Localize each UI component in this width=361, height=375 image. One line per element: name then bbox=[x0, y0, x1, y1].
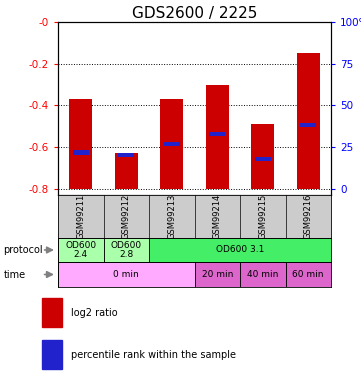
Bar bbox=[104, 238, 149, 262]
Text: GSM99215: GSM99215 bbox=[258, 194, 267, 239]
Bar bbox=[195, 262, 240, 287]
Text: OD600 3.1: OD600 3.1 bbox=[216, 246, 264, 255]
Text: GSM99216: GSM99216 bbox=[304, 194, 313, 239]
Bar bbox=[240, 262, 286, 287]
Bar bbox=[251, 124, 274, 189]
Bar bbox=[300, 123, 316, 128]
Text: GSM99212: GSM99212 bbox=[122, 194, 131, 239]
Text: OD600
2.8: OD600 2.8 bbox=[111, 241, 142, 260]
Bar bbox=[209, 132, 225, 136]
Text: percentile rank within the sample: percentile rank within the sample bbox=[71, 350, 236, 360]
Bar bbox=[160, 99, 183, 189]
Bar bbox=[58, 262, 195, 287]
Bar bbox=[118, 153, 134, 157]
Bar bbox=[206, 84, 229, 189]
Text: GSM99214: GSM99214 bbox=[213, 194, 222, 239]
Text: OD600
2.4: OD600 2.4 bbox=[65, 241, 96, 260]
Text: GSM99213: GSM99213 bbox=[167, 194, 176, 239]
Text: 0 min: 0 min bbox=[113, 270, 139, 279]
Text: 20 min: 20 min bbox=[201, 270, 233, 279]
Bar bbox=[43, 340, 61, 369]
Bar bbox=[69, 99, 92, 189]
Bar bbox=[43, 298, 61, 327]
Text: 60 min: 60 min bbox=[292, 270, 324, 279]
Text: log2 ratio: log2 ratio bbox=[71, 308, 118, 318]
Bar bbox=[58, 238, 104, 262]
Title: GDS2600 / 2225: GDS2600 / 2225 bbox=[132, 6, 257, 21]
Bar bbox=[286, 262, 331, 287]
Bar bbox=[297, 53, 319, 189]
Text: 40 min: 40 min bbox=[247, 270, 278, 279]
Bar bbox=[73, 150, 89, 154]
Bar bbox=[149, 238, 331, 262]
Bar bbox=[164, 142, 180, 146]
Text: time: time bbox=[4, 270, 26, 279]
Bar bbox=[255, 157, 271, 162]
Text: protocol: protocol bbox=[4, 245, 43, 255]
Text: GSM99211: GSM99211 bbox=[76, 194, 85, 239]
Bar bbox=[115, 153, 138, 189]
